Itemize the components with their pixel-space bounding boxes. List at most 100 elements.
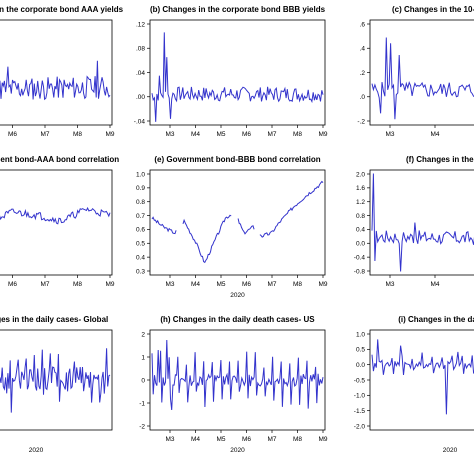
x-tick-label: M6 [242, 131, 251, 138]
plot-frame [149, 169, 326, 276]
x-tick-label: M3 [385, 131, 394, 138]
plot-frame [369, 169, 474, 276]
x-axis-year-label: 2020 [443, 447, 458, 454]
y-tick-label: 0.4 [136, 254, 145, 261]
y-tick-label: .00 [136, 94, 145, 101]
x-tick-label: M3 [385, 281, 394, 288]
y-tick-label: 1 [141, 354, 145, 361]
y-tick-label: .2 [360, 70, 366, 77]
chart-title: (g) Changes in the daily cases- Global [0, 315, 108, 324]
y-tick-label: 2.0 [356, 171, 365, 178]
y-tick-label: 0 [141, 377, 145, 384]
x-tick-label: M3 [165, 281, 174, 288]
x-tick-label: M9 [105, 281, 114, 288]
y-tick-label: -.04 [134, 118, 146, 125]
x-tick-label: M8 [293, 131, 302, 138]
y-tick-label: .6 [360, 21, 366, 28]
series-line [0, 206, 111, 225]
y-tick-label: 0.6 [136, 227, 145, 234]
chart-title: (a) Changes in the corporate bond AAA yi… [0, 5, 124, 14]
x-tick-label: M8 [73, 281, 82, 288]
chart-panel-i: (i) Changes in the daily dea 1.0 0.5 0.0 -0.… [354, 315, 474, 454]
y-tick-label: -.2 [357, 118, 365, 125]
y-tick-label: -0.5 [354, 377, 366, 384]
y-tick-label: .04 [136, 70, 145, 77]
x-tick-label: M4 [191, 281, 200, 288]
y-tick-label: 0.5 [356, 347, 365, 354]
chart-panel-f: (f) Changes in the daily 2.0 1.6 1.2 0.8 0.4 0… [354, 155, 474, 288]
chart-title: (d) Government bond-AAA bond correlation [0, 155, 119, 164]
x-tick-label: M4 [191, 131, 200, 138]
series-line [371, 37, 474, 120]
x-tick-label: M4 [191, 436, 200, 443]
plot-frame [149, 19, 326, 126]
x-tick-label: M9 [105, 131, 114, 138]
x-tick-label: M3 [165, 131, 174, 138]
x-tick-label: M6 [8, 131, 17, 138]
chart-panel-c: (c) Changes in the 10-year gov .6 .4 .2 .0 -.… [357, 5, 474, 138]
x-tick-label: M6 [242, 281, 251, 288]
y-tick-label: 0.0 [356, 362, 365, 369]
y-tick-label: 0.4 [356, 227, 365, 234]
y-tick-label: 1.6 [356, 185, 365, 192]
x-axis-year-label: 2020 [230, 292, 245, 299]
chart-panel-b: (b) Changes in the corporate bond BBB yi… [134, 5, 328, 138]
chart-title: (h) Changes in the daily death cases- US [160, 315, 315, 324]
x-tick-label: M8 [293, 281, 302, 288]
x-axis-year-label: 2020 [230, 447, 245, 454]
y-tick-label: 0.0 [356, 241, 365, 248]
x-tick-label: M8 [293, 436, 302, 443]
y-tick-label: 0.5 [136, 241, 145, 248]
y-tick-label: 1.0 [356, 331, 365, 338]
chart-title: (f) Changes in the daily [406, 155, 474, 164]
x-tick-label: M5 [216, 281, 225, 288]
y-tick-label: -0.4 [354, 254, 366, 261]
chart-title: (i) Changes in the daily dea [398, 315, 474, 324]
y-tick-label: 0.7 [136, 213, 145, 220]
y-tick-label: -1.5 [354, 408, 366, 415]
x-tick-label: M8 [73, 131, 82, 138]
y-tick-label: -0.8 [354, 268, 366, 275]
x-tick-label: M5 [216, 131, 225, 138]
y-tick-label: 0.8 [356, 213, 365, 220]
y-tick-label: -1.0 [354, 393, 366, 400]
x-tick-label: M4 [430, 281, 439, 288]
x-tick-label: M9 [318, 281, 327, 288]
x-tick-label: M6 [8, 281, 17, 288]
y-tick-label: -2 [139, 423, 145, 430]
plot-frame [0, 19, 113, 126]
plot-frame [0, 329, 113, 431]
chart-panel-e: (e) Government bond-BBB bond correlation… [136, 155, 328, 299]
series-line [151, 339, 324, 411]
series-line [0, 348, 111, 413]
series-line [371, 339, 474, 415]
plot-frame [369, 329, 474, 431]
chart-title: (b) Changes in the corporate bond BBB yi… [150, 5, 326, 14]
y-tick-label: 0.8 [136, 199, 145, 206]
x-axis-year-label: 2020 [29, 447, 44, 454]
chart-panel-g: (g) Changes in the daily cases- Global 20… [0, 315, 113, 454]
chart-title: (c) Changes in the 10-year gov [392, 5, 474, 14]
y-tick-label: 1.0 [136, 171, 145, 178]
plot-frame [0, 169, 113, 276]
y-tick-label: .0 [360, 94, 366, 101]
chart-panel-a: (a) Changes in the corporate bond AAA yi… [0, 5, 124, 138]
chart-title: (e) Government bond-BBB bond correlation [154, 155, 320, 164]
y-tick-label: 0.9 [136, 185, 145, 192]
x-tick-label: M5 [216, 436, 225, 443]
chart-panel-d: (d) Government bond-AAA bond correlation… [0, 155, 119, 288]
x-tick-label: M7 [40, 131, 49, 138]
x-tick-label: M7 [267, 436, 276, 443]
x-tick-label: M3 [165, 436, 174, 443]
series-line [151, 180, 324, 264]
y-tick-label: .4 [360, 46, 366, 53]
chart-panel-h: (h) Changes in the daily death cases- US… [139, 315, 328, 454]
x-tick-label: M9 [318, 131, 327, 138]
series-line [371, 173, 474, 272]
y-tick-label: 0.3 [136, 268, 145, 275]
x-tick-label: M6 [242, 436, 251, 443]
series-line [151, 32, 324, 122]
y-tick-label: -2.0 [354, 423, 366, 430]
x-tick-label: M9 [318, 436, 327, 443]
